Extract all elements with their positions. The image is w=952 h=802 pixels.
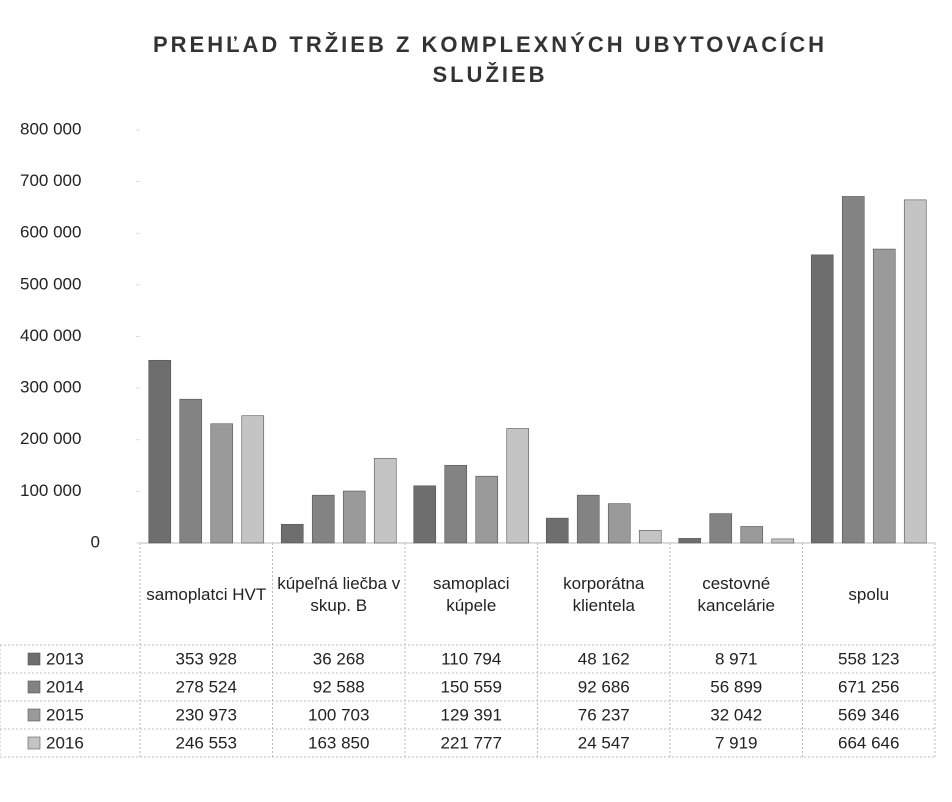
bar bbox=[771, 538, 795, 544]
table-value: 92 588 bbox=[313, 677, 365, 696]
title-box: PREHĽAD TRŽIEB Z KOMPLEXNÝCH UBYTOVACÍCH… bbox=[152, 32, 828, 87]
bar bbox=[148, 359, 172, 544]
table-value: 8 971 bbox=[715, 649, 758, 668]
bar bbox=[545, 517, 569, 544]
bar bbox=[210, 423, 234, 544]
bar bbox=[576, 494, 600, 544]
legend-key bbox=[27, 736, 41, 750]
table-value: 278 524 bbox=[176, 677, 237, 696]
y-tick-label: 300 000 bbox=[20, 378, 81, 397]
table-value: 129 391 bbox=[441, 705, 502, 724]
bar bbox=[740, 526, 764, 544]
table-value: 48 162 bbox=[578, 649, 630, 668]
bar bbox=[475, 475, 499, 544]
category-label-box: kúpeľná liečba v skup. B bbox=[277, 574, 401, 615]
table-value: 76 237 bbox=[578, 705, 630, 724]
table-value: 671 256 bbox=[838, 677, 899, 696]
legend-label: 2013 bbox=[46, 649, 84, 668]
bar bbox=[342, 490, 366, 544]
bar bbox=[678, 538, 702, 544]
table-value: 7 919 bbox=[715, 733, 758, 752]
table-value: 558 123 bbox=[838, 649, 899, 668]
legend-label: 2014 bbox=[46, 677, 84, 696]
category-label-box: spolu bbox=[848, 585, 890, 604]
category-label: samoplatci HVT bbox=[146, 585, 267, 604]
legend-key bbox=[27, 708, 41, 722]
table-value: 92 686 bbox=[578, 677, 630, 696]
bar bbox=[607, 503, 631, 544]
y-tick-label: 100 000 bbox=[20, 481, 81, 500]
y-tick-label: 600 000 bbox=[20, 223, 81, 242]
bar bbox=[841, 196, 865, 544]
table-value: 24 547 bbox=[578, 733, 630, 752]
category-label: spolu bbox=[848, 585, 890, 604]
table-value: 353 928 bbox=[176, 649, 237, 668]
table-value: 230 973 bbox=[176, 705, 237, 724]
table-value: 664 646 bbox=[838, 733, 899, 752]
table-value: 32 042 bbox=[710, 705, 762, 724]
table-value: 163 850 bbox=[308, 733, 369, 752]
table-value: 569 346 bbox=[838, 705, 899, 724]
bar bbox=[709, 513, 733, 544]
bar bbox=[903, 199, 927, 544]
category-label-box: cestovné kancelárie bbox=[697, 574, 776, 615]
table-value: 56 899 bbox=[710, 677, 762, 696]
y-tick-label: 400 000 bbox=[20, 326, 81, 345]
category-label: kúpeľná liečba v skup. B bbox=[277, 574, 401, 615]
bar bbox=[506, 428, 530, 544]
bar bbox=[373, 458, 397, 544]
bar bbox=[810, 254, 834, 544]
bar bbox=[311, 494, 335, 544]
table-value: 36 268 bbox=[313, 649, 365, 668]
category-label: samoplaci kúpele bbox=[432, 574, 510, 615]
y-tick-label: 700 000 bbox=[20, 171, 81, 190]
category-label-box: samoplaci kúpele bbox=[432, 574, 510, 615]
bar bbox=[241, 415, 265, 544]
bar bbox=[179, 398, 203, 544]
legend-label: 2016 bbox=[46, 733, 84, 752]
chart-title: PREHĽAD TRŽIEB Z KOMPLEXNÝCH UBYTOVACÍCH… bbox=[152, 32, 828, 87]
table-value: 110 794 bbox=[441, 649, 501, 668]
y-tick-label: 800 000 bbox=[20, 119, 81, 138]
table-value: 150 559 bbox=[441, 677, 502, 696]
category-label: korporátna klientela bbox=[563, 574, 645, 615]
y-tick-label: 200 000 bbox=[20, 429, 81, 448]
legend-label: 2015 bbox=[46, 705, 84, 724]
table-value: 246 553 bbox=[176, 733, 237, 752]
bar bbox=[638, 530, 662, 544]
legend-key bbox=[27, 652, 41, 666]
bar bbox=[280, 523, 304, 544]
category-label-box: korporátna klientela bbox=[563, 574, 645, 615]
table-value: 100 703 bbox=[308, 705, 369, 724]
bar bbox=[444, 464, 468, 544]
table-value: 221 777 bbox=[441, 733, 502, 752]
category-label-box: samoplatci HVT bbox=[146, 585, 267, 604]
bar bbox=[872, 248, 896, 544]
y-tick-label: 500 000 bbox=[20, 274, 81, 293]
y-tick-label: 0 bbox=[91, 532, 100, 551]
bar bbox=[413, 485, 437, 544]
legend-key bbox=[27, 680, 41, 694]
category-label: cestovné kancelárie bbox=[697, 574, 776, 615]
